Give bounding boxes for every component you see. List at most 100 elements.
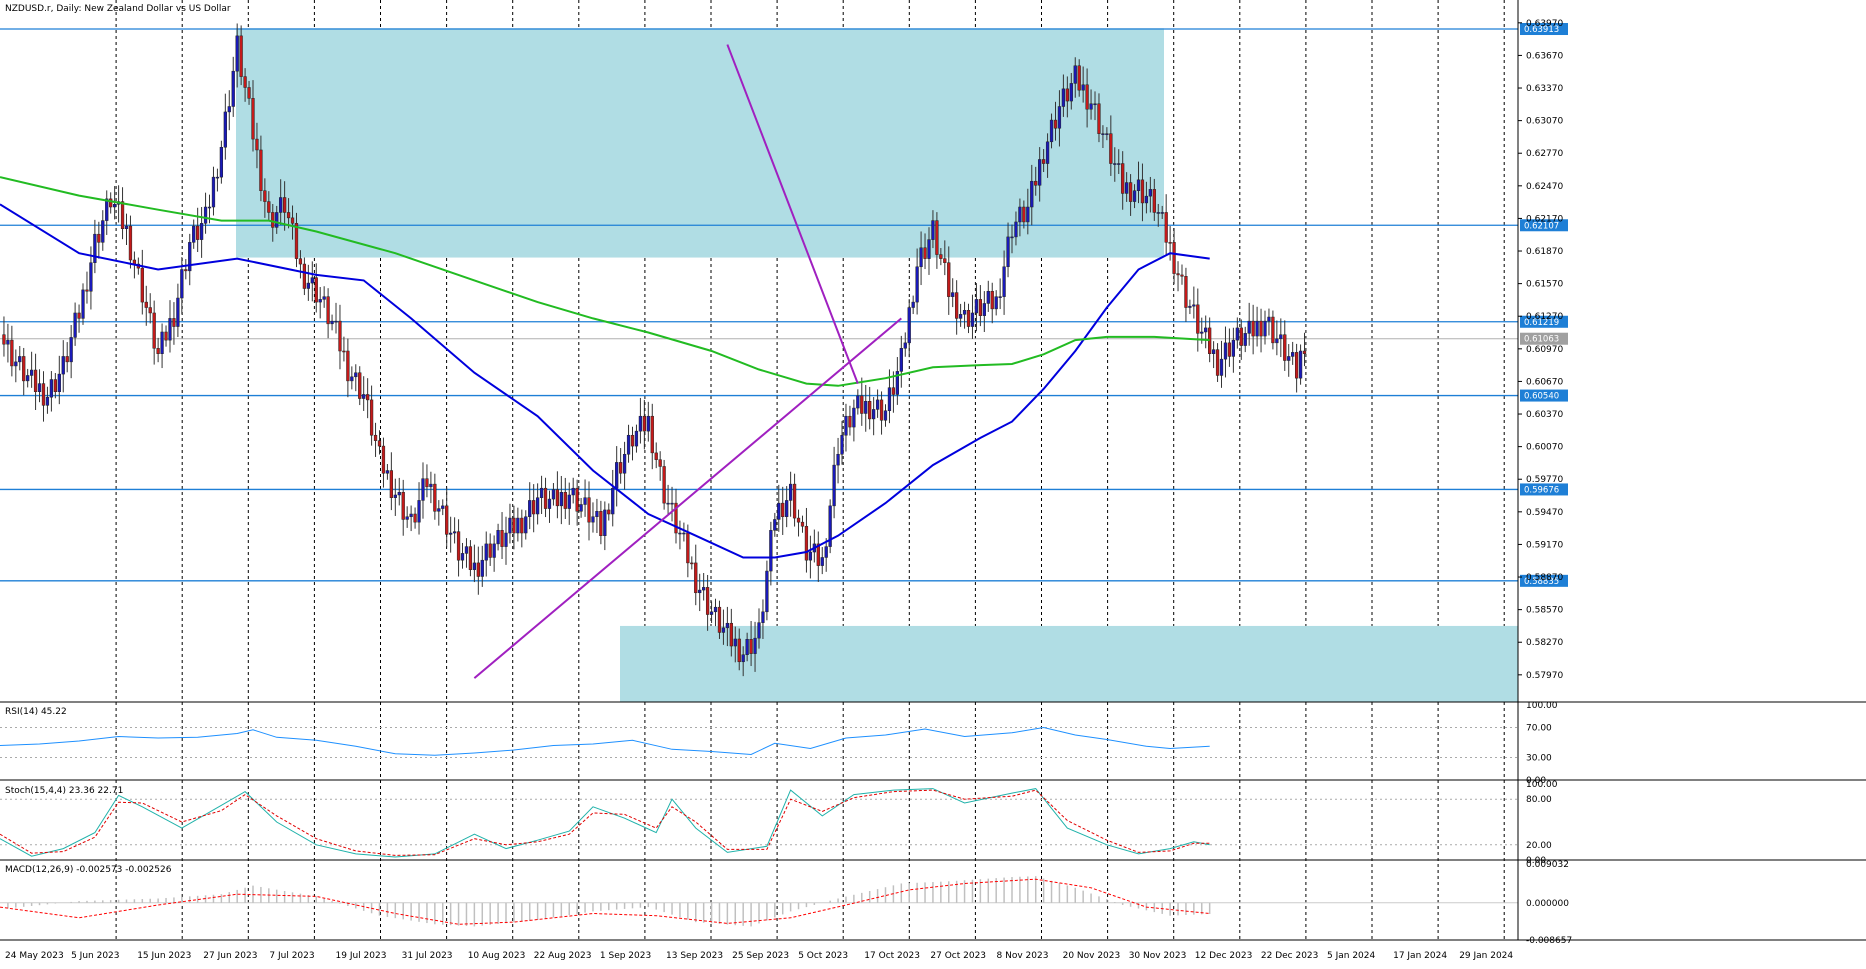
candle-body (1231, 339, 1236, 357)
candle-body (800, 521, 805, 527)
candle-body (492, 543, 496, 558)
candle-body (808, 551, 813, 561)
candle-body (1010, 236, 1014, 239)
candle-body (792, 483, 797, 519)
candle-body (1184, 276, 1188, 308)
candle-body (124, 225, 129, 229)
candle-body (579, 504, 583, 512)
candle-body (85, 289, 89, 292)
candle-body (575, 487, 579, 512)
candle-body (152, 312, 156, 349)
price-tick-label: 0.61870 (1526, 247, 1563, 257)
candle-body (397, 492, 401, 496)
trendlines[interactable] (473, 44, 902, 679)
candle-body (342, 350, 346, 353)
candle-body (97, 233, 101, 243)
candle-body (836, 453, 840, 466)
candle-body (773, 519, 777, 531)
macd-tick-label: -0.008657 (1526, 936, 1572, 946)
candle-body (796, 517, 801, 523)
candle-body (824, 546, 828, 558)
candle-body (144, 301, 148, 308)
candle-body (539, 487, 544, 498)
price-tick-label: 0.58270 (1526, 638, 1563, 648)
candle-body (761, 611, 765, 623)
current-price-badge-text: 0.61063 (1524, 335, 1559, 345)
candle-body (421, 478, 425, 501)
date-tick-label: 22 Dec 2023 (1261, 951, 1319, 961)
candle-body (757, 622, 761, 639)
zone-rect (620, 625, 1518, 702)
price-tick-label: 0.60670 (1526, 377, 1563, 387)
candle-body (528, 500, 532, 517)
price-tick-label: 0.59770 (1526, 475, 1563, 485)
candle-body (89, 262, 93, 292)
candle-body (1069, 83, 1073, 102)
chart-title: NZDUSD.r, Daily: New Zealand Dollar vs U… (5, 4, 231, 14)
candle-body (955, 292, 959, 319)
price-tick-label: 0.63670 (1526, 51, 1563, 61)
candle-body (1283, 334, 1287, 361)
candle-body (1200, 331, 1204, 334)
candle-body (239, 35, 243, 77)
candle-body (1243, 333, 1247, 346)
candle-body (33, 369, 38, 393)
candle-body (1113, 163, 1117, 165)
candle-body (1204, 327, 1208, 333)
candle-body (721, 627, 726, 633)
candle-body (532, 500, 536, 515)
candle-body (109, 198, 113, 208)
candle-body (670, 502, 674, 505)
candle-body (61, 356, 65, 375)
candle-body (1251, 320, 1255, 337)
candle-body (306, 282, 310, 289)
candle-body (1235, 327, 1239, 341)
candle-body (1294, 352, 1299, 379)
candle-body (915, 266, 919, 303)
candle-body (429, 483, 433, 488)
price-tick-label: 0.62470 (1526, 182, 1563, 192)
candle-body (947, 262, 951, 297)
candle-body (113, 204, 117, 208)
shaded-zones (236, 28, 1518, 702)
candle-body (488, 543, 492, 558)
candle-body (180, 269, 184, 299)
candle-body (1263, 320, 1267, 337)
candle-body (563, 492, 567, 509)
level-badge (1520, 574, 1568, 587)
candle-body (729, 622, 733, 647)
candle-body (737, 638, 741, 663)
ascending-trendline (473, 317, 902, 679)
candle-body (749, 638, 753, 654)
candle-body (875, 399, 880, 410)
candle-body (638, 415, 643, 432)
candle-body (951, 292, 955, 297)
candle-body (777, 502, 781, 520)
candle-body (120, 201, 125, 229)
candle-body (958, 314, 963, 319)
candle-body (785, 500, 789, 517)
candle-body (555, 489, 560, 507)
candle-body (551, 489, 556, 500)
candle-body (962, 309, 967, 315)
candle-body (864, 401, 868, 414)
candle-body (1298, 350, 1303, 379)
candle-body (385, 470, 390, 474)
price-tick-label: 0.58870 (1526, 573, 1563, 583)
candle-body (622, 453, 627, 474)
price-tick-label: 0.59170 (1526, 540, 1563, 550)
candle-body (290, 217, 295, 224)
level-badge (1520, 23, 1568, 36)
candle-body (73, 312, 77, 338)
candle-body (559, 492, 563, 507)
candle-body (393, 494, 397, 498)
candle-body (326, 296, 330, 325)
candle-body (381, 445, 386, 474)
date-tick-label: 25 Sep 2023 (732, 951, 789, 961)
candle-body (840, 434, 844, 455)
candle-body (1128, 182, 1133, 202)
candle-body (1030, 180, 1034, 208)
candle-body (1144, 195, 1149, 204)
